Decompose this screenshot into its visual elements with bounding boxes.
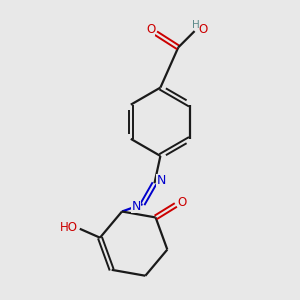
Text: N: N [156,174,166,188]
Text: N: N [131,200,141,213]
Text: O: O [146,23,155,36]
Text: H: H [192,20,200,30]
Text: O: O [199,23,208,36]
Text: HO: HO [59,221,77,234]
Text: O: O [178,196,187,209]
